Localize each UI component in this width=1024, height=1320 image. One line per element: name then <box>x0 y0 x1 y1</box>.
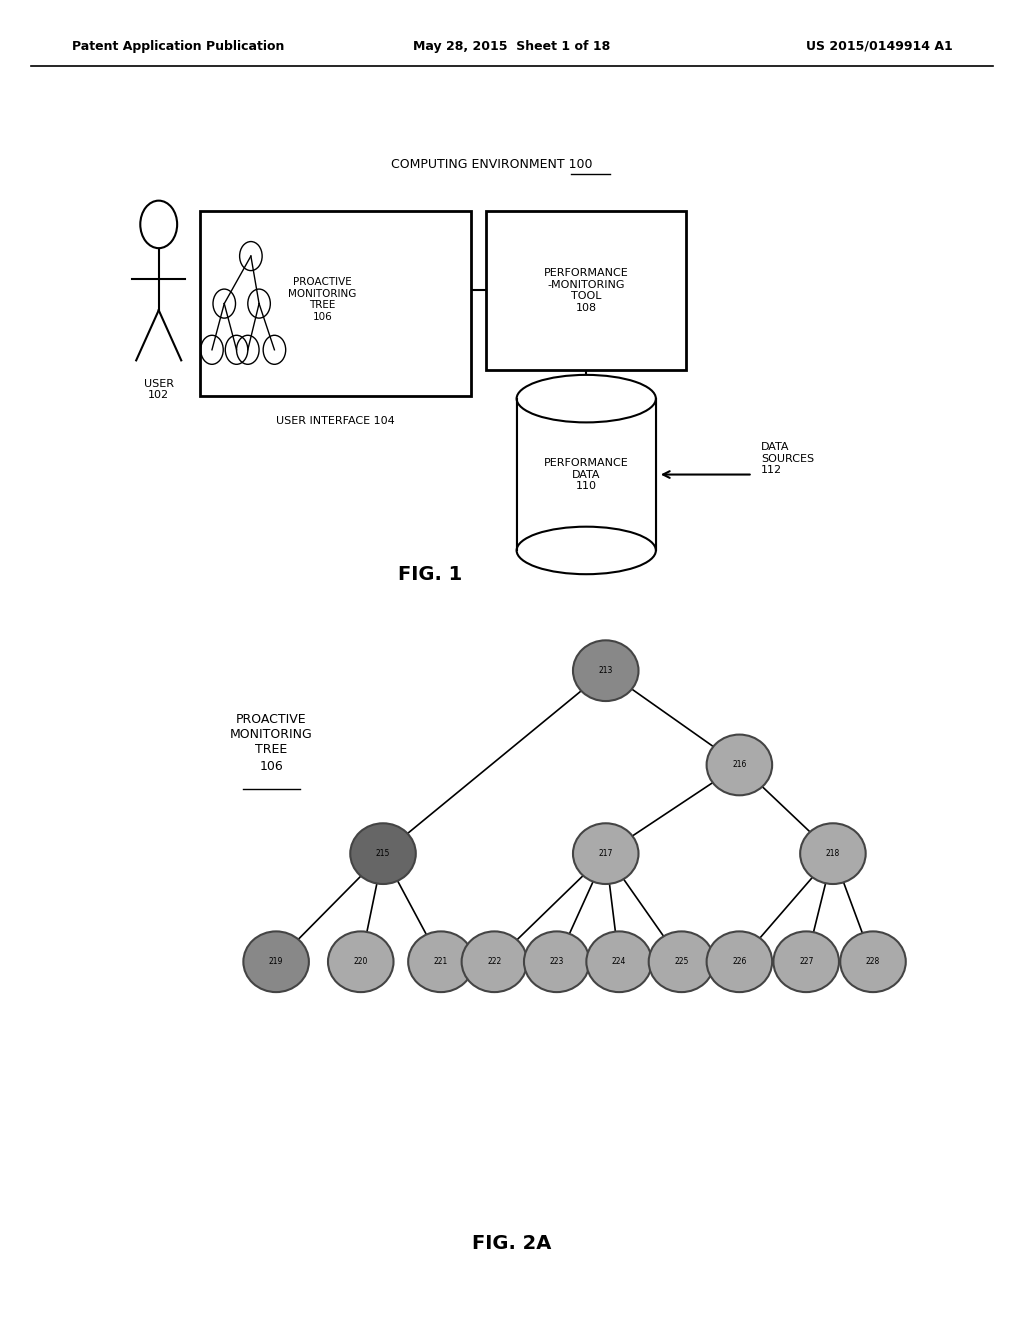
Text: USER INTERFACE 104: USER INTERFACE 104 <box>276 416 394 426</box>
Text: Patent Application Publication: Patent Application Publication <box>72 40 284 53</box>
Text: 223: 223 <box>550 957 564 966</box>
Text: 217: 217 <box>599 849 613 858</box>
FancyBboxPatch shape <box>516 399 655 550</box>
Text: PROACTIVE
MONITORING
TREE: PROACTIVE MONITORING TREE <box>230 713 312 755</box>
Ellipse shape <box>773 932 839 993</box>
Text: 220: 220 <box>353 957 368 966</box>
Ellipse shape <box>573 824 639 884</box>
Ellipse shape <box>707 932 772 993</box>
Text: 227: 227 <box>799 957 813 966</box>
Text: 224: 224 <box>612 957 627 966</box>
Text: 222: 222 <box>487 957 502 966</box>
Ellipse shape <box>573 640 639 701</box>
Text: 221: 221 <box>434 957 449 966</box>
Ellipse shape <box>707 734 772 795</box>
Text: 215: 215 <box>376 849 390 858</box>
Text: DATA
SOURCES
112: DATA SOURCES 112 <box>761 442 814 475</box>
Ellipse shape <box>841 932 906 993</box>
Ellipse shape <box>462 932 527 993</box>
Text: US 2015/0149914 A1: US 2015/0149914 A1 <box>806 40 952 53</box>
Ellipse shape <box>587 932 652 993</box>
Ellipse shape <box>409 932 474 993</box>
Text: FIG. 2A: FIG. 2A <box>472 1234 552 1253</box>
Text: COMPUTING ENVIRONMENT 100: COMPUTING ENVIRONMENT 100 <box>391 158 592 172</box>
Ellipse shape <box>516 375 656 422</box>
Text: PROACTIVE
MONITORING
TREE
106: PROACTIVE MONITORING TREE 106 <box>289 277 356 322</box>
Text: FIG. 1: FIG. 1 <box>398 565 462 583</box>
Text: May 28, 2015  Sheet 1 of 18: May 28, 2015 Sheet 1 of 18 <box>414 40 610 53</box>
Text: 218: 218 <box>825 849 840 858</box>
FancyBboxPatch shape <box>486 211 686 370</box>
Ellipse shape <box>244 932 309 993</box>
Text: 225: 225 <box>674 957 689 966</box>
Text: 106: 106 <box>259 759 284 772</box>
Ellipse shape <box>800 824 865 884</box>
Ellipse shape <box>524 932 590 993</box>
Ellipse shape <box>328 932 393 993</box>
Ellipse shape <box>649 932 715 993</box>
Text: PERFORMANCE
DATA
110: PERFORMANCE DATA 110 <box>544 458 629 491</box>
Text: 226: 226 <box>732 957 746 966</box>
Text: PERFORMANCE
-MONITORING
TOOL
108: PERFORMANCE -MONITORING TOOL 108 <box>544 268 629 313</box>
FancyBboxPatch shape <box>200 211 471 396</box>
Text: 216: 216 <box>732 760 746 770</box>
Text: 228: 228 <box>866 957 881 966</box>
Text: 213: 213 <box>599 667 613 676</box>
Text: USER
102: USER 102 <box>143 379 174 400</box>
Text: 219: 219 <box>269 957 284 966</box>
Ellipse shape <box>516 527 656 574</box>
Ellipse shape <box>350 824 416 884</box>
